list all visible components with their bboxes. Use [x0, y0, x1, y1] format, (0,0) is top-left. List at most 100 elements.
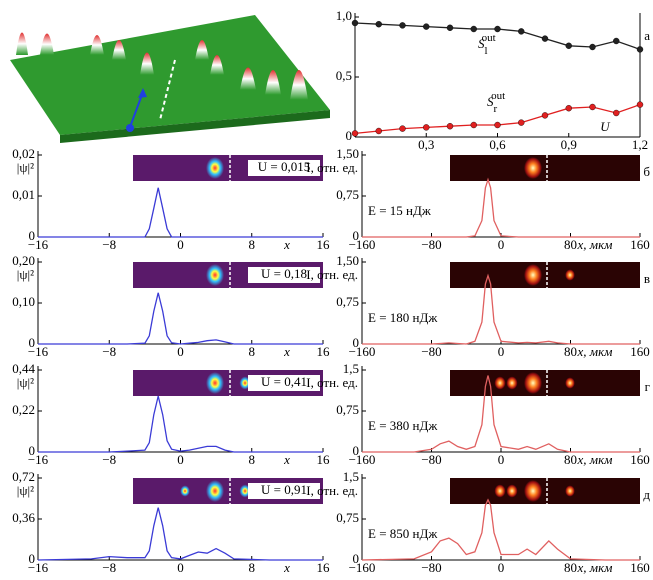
inset-spot [524, 264, 542, 286]
y-axis-label: |ψ|² [17, 483, 34, 498]
series-line [362, 273, 640, 345]
series-marker [613, 109, 620, 117]
x-tick-label: 8 [249, 237, 256, 252]
x-tick-label: 80 [564, 452, 577, 467]
x-axis-label: x [283, 344, 290, 359]
illustration [10, 15, 330, 143]
inset-spot [524, 372, 542, 394]
inset-spot [494, 376, 506, 390]
x-axis-label: U [600, 119, 611, 134]
y-axis-label: I, отн. ед. [306, 483, 358, 498]
x-tick-label: −8 [102, 344, 116, 359]
y-tick-label: 0,5 [336, 68, 352, 83]
annotation: U = 0,015 [258, 159, 310, 174]
series-name: S [487, 94, 494, 109]
inset-image [133, 155, 323, 181]
y-tick-label: 0 [29, 228, 36, 243]
inset-spot [565, 485, 575, 497]
annotation-box [248, 160, 320, 176]
x-tick-label: −8 [102, 237, 116, 252]
y-axis-label: |ψ|² [17, 375, 34, 390]
series-marker [613, 37, 620, 45]
x-tick-label: −80 [421, 452, 441, 467]
x-tick-label: 16 [317, 344, 331, 359]
series-line [361, 498, 640, 561]
x-tick-label: −8 [102, 452, 116, 467]
annotation-box [248, 267, 320, 283]
x-axis-label: x [283, 452, 290, 467]
x-tick-label: −16 [28, 452, 49, 467]
inset-image [450, 262, 640, 288]
annotation: E = 380 нДж [368, 418, 438, 433]
x-tick-label: −16 [28, 237, 49, 252]
series-superscript: out [491, 90, 505, 102]
annotation: U = 0,41 [261, 374, 307, 389]
x-tick-label: −160 [349, 237, 376, 252]
series-line [354, 103, 641, 135]
x-tick-label: 0,3 [418, 137, 434, 152]
x-tick-label: 8 [249, 344, 256, 359]
series-marker [375, 127, 382, 135]
inset-spot [524, 480, 542, 502]
series-marker [375, 21, 382, 28]
x-tick-label: 0 [177, 237, 184, 252]
inset-image [450, 155, 640, 181]
series-marker [470, 121, 477, 129]
y-tick-label: 0,75 [336, 187, 359, 202]
x-tick-label: −160 [349, 344, 376, 359]
y-tick-label: 0,44 [12, 361, 35, 376]
y-tick-label: 0 [353, 335, 360, 350]
y-tick-label: 0 [353, 551, 360, 566]
series-superscript: out [482, 32, 496, 44]
x-axis-label: x [283, 560, 290, 575]
y-tick-label: 0,22 [12, 402, 35, 417]
x-tick-label: 16 [317, 237, 331, 252]
y-tick-label: 0 [346, 128, 353, 143]
inset-background [450, 478, 640, 504]
y-tick-label: 0 [29, 335, 36, 350]
x-axis-label: x, мкм [577, 237, 613, 252]
inset-spot [206, 372, 224, 394]
y-tick-label: 1,5 [343, 361, 359, 376]
x-axis-label: x, мкм [577, 560, 613, 575]
series-line [362, 177, 640, 238]
inset-spot [206, 264, 224, 286]
x-tick-label: 16 [317, 452, 331, 467]
series-marker [636, 46, 644, 53]
series-line [37, 507, 323, 561]
x-tick-label: −8 [102, 560, 116, 575]
annotation: U = 0,18 [261, 266, 307, 281]
series-marker [589, 103, 596, 111]
series-marker [541, 112, 549, 119]
series-marker [518, 28, 525, 35]
y-tick-label: 1,5 [343, 469, 359, 484]
y-axis-label: I, отн. ед. [306, 267, 358, 282]
series-line [38, 292, 323, 345]
x-tick-label: 0 [177, 452, 184, 467]
y-tick-label: 0 [29, 443, 36, 458]
x-tick-label: 16 [317, 560, 331, 575]
series-marker [446, 122, 454, 130]
inset-spot [565, 269, 575, 281]
inset-spot [180, 485, 190, 497]
x-tick-label: 8 [249, 452, 256, 467]
x-axis-label: x [283, 237, 290, 252]
x-tick-label: 0 [498, 560, 505, 575]
panel-label: г [645, 379, 650, 394]
series-line [38, 395, 323, 453]
inset-image [450, 370, 640, 396]
series-marker [541, 35, 549, 42]
x-tick-label: −16 [28, 344, 49, 359]
inset-background [450, 370, 640, 396]
annotation: U = 0,91 [261, 482, 307, 497]
y-tick-label: 0 [353, 443, 360, 458]
y-tick-label: 0,01 [12, 187, 35, 202]
y-tick-label: 0,75 [336, 510, 359, 525]
series-marker [446, 24, 454, 31]
series-subscript: r [494, 103, 498, 115]
series-marker [565, 42, 572, 49]
y-tick-label: 1,50 [336, 253, 359, 268]
series-marker [399, 22, 406, 29]
inset-background [450, 155, 640, 181]
x-tick-label: 160 [630, 237, 650, 252]
